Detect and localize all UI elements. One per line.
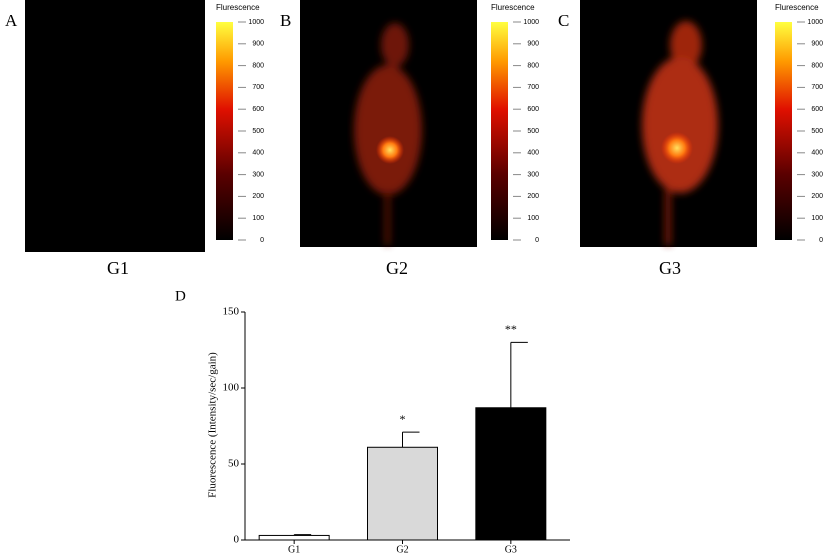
x-tick-label: G3: [505, 544, 517, 555]
panel-label: A: [5, 11, 18, 30]
image-panel: [25, 0, 205, 252]
y-axis-label: Fluorescence (Intensity/sec/gain): [207, 352, 219, 498]
colorbar-tick-label: 500: [527, 128, 539, 135]
x-tick-label: G2: [396, 544, 408, 555]
colorbar-tick-label: 800: [252, 62, 264, 69]
y-tick-label: 100: [223, 382, 240, 394]
colorbar-tick-label: 900: [252, 41, 264, 48]
colorbar-tick-label: 0: [819, 237, 823, 244]
colorbar-tick-label: 200: [252, 193, 264, 200]
mouse-signal: [642, 21, 718, 245]
colorbar-title: Flurescence: [775, 3, 819, 12]
colorbar-tick-label: 800: [527, 62, 539, 69]
panel-caption: G2: [386, 258, 408, 278]
panel-caption: G1: [107, 258, 129, 278]
y-tick-label: 0: [234, 534, 240, 546]
colorbar-tick-label: 600: [811, 106, 823, 113]
colorbar-tick-label: 1000: [807, 19, 823, 26]
colorbar-tick-label: 700: [527, 84, 539, 91]
colorbar-tick-label: 400: [811, 150, 823, 157]
colorbar-tick-label: 700: [811, 84, 823, 91]
y-tick-label: 50: [228, 458, 240, 470]
signal-spot: [376, 136, 404, 164]
bar: [475, 407, 547, 541]
colorbar-tick-label: 200: [811, 193, 823, 200]
colorbar-tick-label: 100: [527, 215, 539, 222]
colorbar-tick-label: 300: [252, 171, 264, 178]
bar: [367, 446, 438, 541]
colorbar-tick-label: 500: [811, 128, 823, 135]
bar: [258, 534, 330, 541]
colorbar-tick-label: 1000: [248, 19, 264, 26]
panel-label: B: [280, 11, 291, 30]
colorbar-tick-label: 900: [527, 41, 539, 48]
colorbar-tick-label: 400: [252, 150, 264, 157]
colorbar: [216, 22, 233, 240]
colorbar-tick-label: 300: [527, 171, 539, 178]
colorbar-tick-label: 100: [252, 215, 264, 222]
colorbar-title: Flurescence: [491, 3, 535, 12]
colorbar-tick-label: 0: [535, 237, 539, 244]
colorbar-tick-label: 400: [527, 150, 539, 157]
colorbar-tick-label: 600: [252, 106, 264, 113]
colorbar: [775, 22, 792, 240]
significance-mark: **: [505, 322, 517, 336]
colorbar-tick-label: 700: [252, 84, 264, 91]
signal-spot: [661, 132, 693, 164]
panel-label: D: [175, 288, 186, 304]
colorbar-title: Flurescence: [216, 3, 260, 12]
mouse-signal: [354, 23, 422, 245]
x-tick-label: G1: [288, 544, 300, 555]
y-tick-label: 150: [223, 306, 240, 318]
significance-mark: *: [400, 412, 406, 426]
colorbar-tick-label: 600: [527, 106, 539, 113]
colorbar-tick-label: 0: [260, 237, 264, 244]
colorbar-tick-label: 500: [252, 128, 264, 135]
colorbar-tick-label: 800: [811, 62, 823, 69]
colorbar-tick-label: 900: [811, 41, 823, 48]
panel-caption: G3: [659, 258, 681, 278]
colorbar-tick-label: 1000: [523, 19, 539, 26]
panel-label: C: [558, 11, 569, 30]
colorbar-tick-label: 100: [811, 215, 823, 222]
colorbar-tick-label: 200: [527, 193, 539, 200]
colorbar-tick-label: 300: [811, 171, 823, 178]
colorbar: [491, 22, 508, 240]
